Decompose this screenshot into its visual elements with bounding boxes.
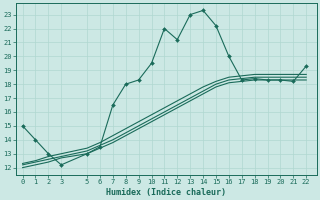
X-axis label: Humidex (Indice chaleur): Humidex (Indice chaleur) xyxy=(106,188,226,197)
